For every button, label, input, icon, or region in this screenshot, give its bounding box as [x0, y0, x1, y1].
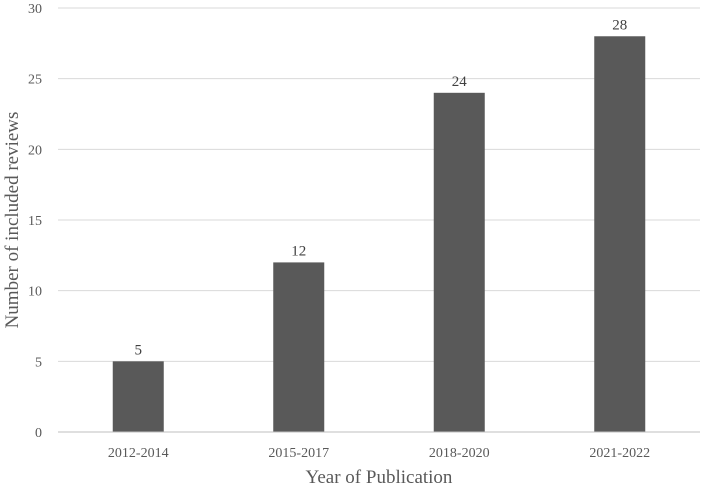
y-tick-label: 10 [28, 285, 42, 300]
bar-2021-2022 [594, 36, 646, 433]
y-tick-label: 0 [35, 426, 42, 441]
x-axis-ticks: 2012-2014 2015-2017 2018-2020 2021-2022 [108, 446, 650, 461]
data-label: 12 [291, 243, 306, 259]
bar-2018-2020 [433, 92, 485, 433]
data-labels: 5 12 24 28 [135, 17, 628, 358]
y-tick-label: 5 [35, 355, 42, 370]
data-label: 5 [135, 342, 143, 358]
y-axis-title: Number of included reviews [2, 112, 23, 329]
bars [112, 36, 646, 433]
bar-2012-2014 [112, 361, 164, 432]
data-label: 24 [452, 74, 468, 90]
gridlines [58, 7, 700, 362]
x-tick-label: 2018-2020 [429, 446, 490, 461]
bar-2015-2017 [273, 262, 325, 432]
x-axis-title: Year of Publication [306, 467, 453, 487]
y-tick-label: 20 [28, 143, 42, 158]
x-tick-label: 2015-2017 [268, 446, 329, 461]
y-tick-label: 30 [28, 2, 42, 17]
x-tick-label: 2021-2022 [589, 446, 650, 461]
y-axis-ticks: 0 5 10 15 20 25 30 [28, 2, 42, 441]
data-label: 28 [612, 17, 627, 33]
y-tick-label: 15 [28, 214, 42, 229]
x-tick-label: 2012-2014 [108, 446, 169, 461]
y-tick-label: 25 [28, 73, 42, 88]
